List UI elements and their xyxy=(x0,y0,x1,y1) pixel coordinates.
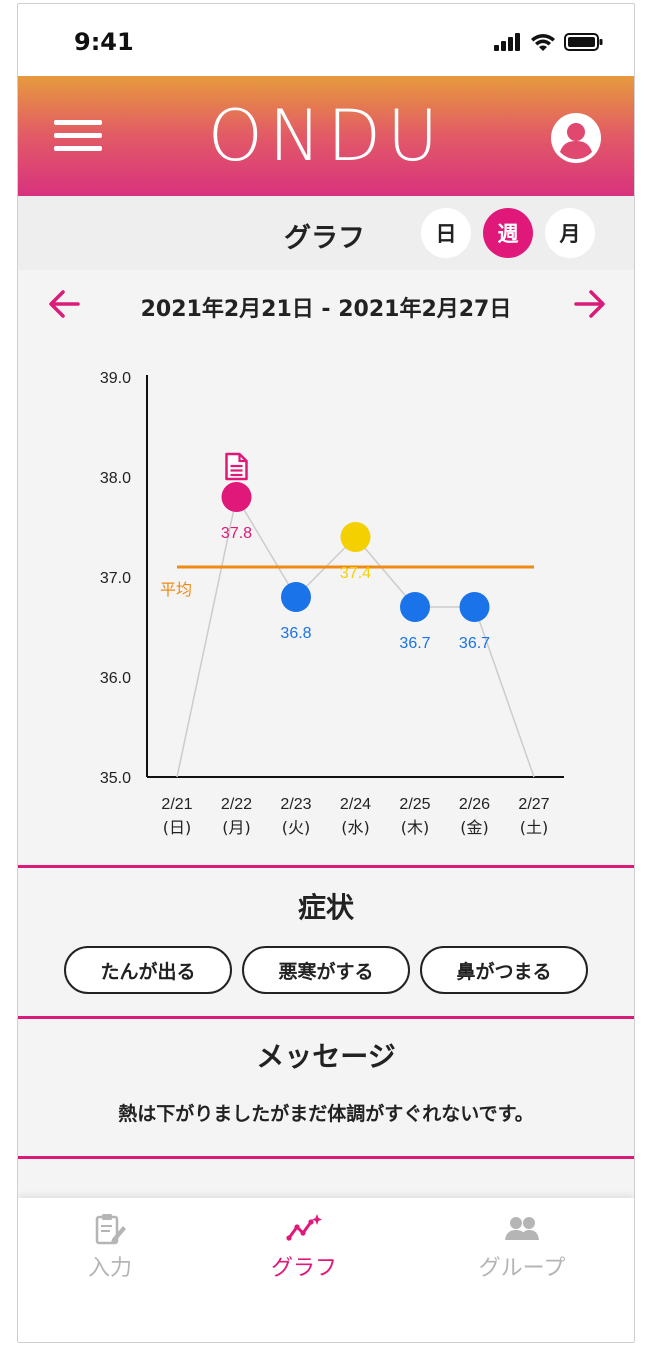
tab-label: グループ xyxy=(478,1256,566,1281)
x-tick-day-label: (水) xyxy=(341,818,370,837)
y-tick-label: 36.0 xyxy=(100,670,131,687)
chart-svg: 39.0 38.0 37.0 36.0 35.0 2/21 (日) 2/22 (月) 2/23 (火… xyxy=(100,370,564,837)
symptom-tag: 悪寒がする xyxy=(242,946,410,994)
hamburger-menu-icon[interactable] xyxy=(54,120,102,156)
page-title: グラフ xyxy=(284,223,365,254)
period-week-button[interactable]: 週 xyxy=(483,208,533,258)
tab-group[interactable]: グループ xyxy=(442,1212,602,1282)
x-tick-label: 2/23 xyxy=(280,796,311,813)
x-tick-label: 2/27 xyxy=(518,796,549,813)
x-tick-label: 2/26 xyxy=(459,796,490,813)
symptom-tag: たんが出る xyxy=(64,946,232,994)
phone-screen: 9:41 ONDU xyxy=(17,3,635,1343)
symptoms-section: 症状 たんが出る 悪寒がする 鼻がつまる xyxy=(18,868,634,1016)
data-point xyxy=(281,582,311,612)
graph-sparkle-icon xyxy=(286,1214,322,1241)
temperature-chart: 39.0 38.0 37.0 36.0 35.0 2/21 (日) 2/22 (月) 2/23 (火… xyxy=(18,340,634,864)
section-divider xyxy=(18,1156,634,1159)
x-tick-label: 2/25 xyxy=(399,796,430,813)
x-tick-day-label: (日) xyxy=(163,818,192,837)
bottom-tab-bar: 入力 グラフ グループ xyxy=(18,1198,634,1342)
symptom-tag: 鼻がつまる xyxy=(420,946,588,994)
cellular-signal-icon xyxy=(494,33,520,51)
y-tick-label: 35.0 xyxy=(100,770,131,787)
status-time: 9:41 xyxy=(74,28,134,56)
battery-icon xyxy=(564,33,603,51)
app-header: ONDU xyxy=(18,76,634,196)
message-text: 熱は下がりましたがまだ体調がすぐれないです。 xyxy=(118,1103,534,1125)
x-tick-day-label: (金) xyxy=(460,818,489,837)
average-label: 平均 xyxy=(160,580,192,599)
app-logo: ONDU xyxy=(207,95,445,177)
note-document-icon[interactable] xyxy=(225,452,248,481)
y-tick-label: 38.0 xyxy=(100,470,131,487)
symptom-tags: たんが出る 悪寒がする 鼻がつまる xyxy=(18,946,634,994)
y-tick-label: 39.0 xyxy=(100,370,131,387)
x-tick-day-label: (木) xyxy=(401,818,430,837)
clipboard-pen-icon xyxy=(95,1214,126,1245)
data-point xyxy=(340,522,371,552)
period-day-button[interactable]: 日 xyxy=(421,208,471,258)
x-tick-label: 2/21 xyxy=(161,796,192,813)
status-icons xyxy=(494,32,604,52)
x-tick-label: 2/24 xyxy=(340,796,371,813)
period-month-button[interactable]: 月 xyxy=(545,208,595,258)
date-range-bar: 2021年2月21日 - 2021年2月27日 xyxy=(18,270,634,340)
x-tick-day-label: (月) xyxy=(222,818,251,837)
tab-input[interactable]: 入力 xyxy=(30,1212,190,1282)
arrow-left-icon[interactable] xyxy=(44,284,84,324)
date-range-label: 2021年2月21日 - 2021年2月27日 xyxy=(140,297,512,322)
spacer xyxy=(18,1159,634,1199)
data-label: 37.4 xyxy=(340,565,371,582)
wifi-icon xyxy=(531,34,555,51)
message-title: メッセージ xyxy=(256,1040,396,1073)
user-account-icon[interactable] xyxy=(550,112,602,164)
tab-label: 入力 xyxy=(87,1256,132,1281)
data-label: 36.8 xyxy=(280,625,311,642)
data-label: 36.7 xyxy=(459,635,490,652)
x-tick-label: 2/22 xyxy=(221,796,252,813)
message-section: メッセージ 熱は下がりましたがまだ体調がすぐれないです。 xyxy=(18,1019,634,1156)
tab-graph[interactable]: グラフ xyxy=(224,1212,384,1282)
section-divider xyxy=(18,865,634,868)
x-tick-day-label: (土) xyxy=(520,818,549,837)
section-divider xyxy=(18,1016,634,1019)
arrow-right-icon[interactable] xyxy=(570,284,610,324)
data-point xyxy=(459,592,490,622)
symptoms-title: 症状 xyxy=(297,891,354,924)
data-label: 37.8 xyxy=(221,525,252,542)
y-tick-label: 37.0 xyxy=(100,570,131,587)
data-point xyxy=(221,482,252,512)
group-icon xyxy=(505,1217,539,1240)
x-tick-day-label: (火) xyxy=(282,818,311,837)
graph-toolbar: グラフ 日 週 月 xyxy=(18,196,634,270)
data-point xyxy=(400,592,430,622)
status-bar: 9:41 xyxy=(18,4,634,76)
tab-label: グラフ xyxy=(270,1256,337,1281)
data-label: 36.7 xyxy=(399,635,430,652)
